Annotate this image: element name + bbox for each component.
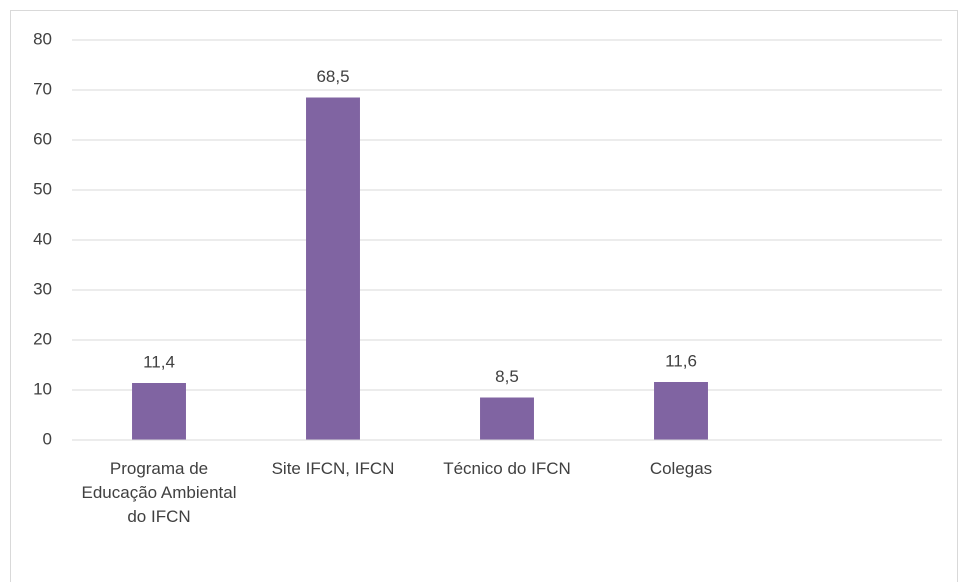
data-label: 11,4 [143,352,175,371]
tick-label-line: Programa de [110,459,208,478]
bar [480,397,534,440]
y-tick-label: 60 [33,129,52,148]
x-tick-label: Técnico do IFCN [443,459,571,478]
data-label: 8,5 [495,367,519,386]
bar [654,382,708,440]
y-tick-label: 0 [43,429,52,448]
y-tick-label: 80 [33,29,52,48]
bar [306,97,360,440]
y-tick-label: 30 [33,279,52,298]
x-tick-label: Programa de Educação Ambiental do IFCN [82,459,237,526]
x-tick-label: Colegas [650,459,712,478]
data-label: 11,6 [665,351,697,370]
chart-border [10,10,958,582]
y-tick-label: 50 [33,179,52,198]
y-tick-label: 40 [33,229,52,248]
bar [132,383,186,440]
y-tick-label: 10 [33,379,52,398]
tick-label-line: Site IFCN, IFCN [272,459,395,478]
y-tick-label: 20 [33,329,52,348]
y-tick-label: 70 [33,79,52,98]
x-tick-label: Site IFCN, IFCN [272,459,395,478]
tick-label-line: do IFCN [127,507,190,526]
tick-label-line: Educação Ambiental [82,483,237,502]
data-label: 68,5 [316,67,349,86]
tick-label-line: Técnico do IFCN [443,459,571,478]
tick-label-line: Colegas [650,459,712,478]
